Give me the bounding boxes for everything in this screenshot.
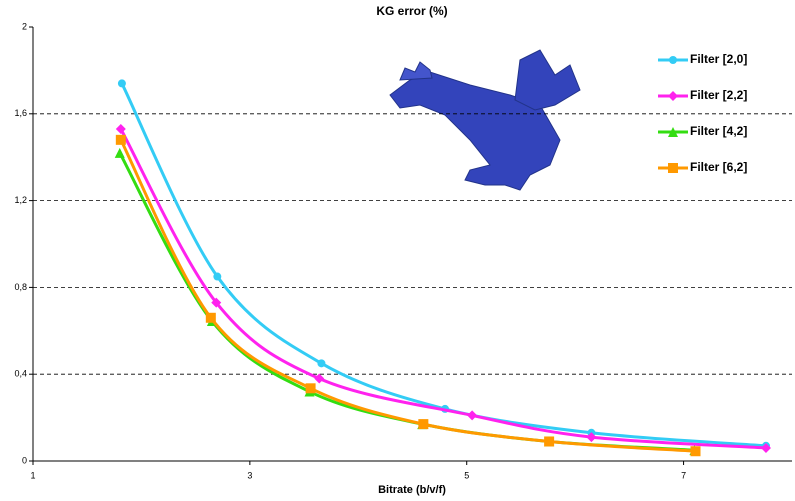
y-tick-label: 1,2 — [14, 195, 27, 205]
data-point — [317, 359, 326, 368]
series-line — [120, 82, 767, 448]
legend-marker — [668, 91, 678, 101]
data-point — [117, 79, 126, 88]
x-tick-label: 3 — [247, 470, 252, 480]
y-tick-label: 0 — [22, 455, 27, 465]
legend-label: Filter [2,2] — [690, 88, 747, 102]
data-point — [115, 123, 126, 134]
data-point — [467, 410, 478, 421]
y-tick-label: 1,6 — [14, 108, 27, 118]
legend-label: Filter [2,0] — [690, 52, 747, 66]
data-point — [314, 373, 325, 384]
data-point — [114, 147, 125, 158]
data-point — [115, 134, 126, 145]
series-line — [119, 139, 696, 453]
x-tick-label: 5 — [464, 470, 469, 480]
rooster-illustration — [389, 49, 581, 191]
legend-marker — [668, 127, 678, 137]
data-point — [586, 432, 597, 443]
x-axis-label: Bitrate (b/v/f) — [378, 484, 446, 496]
series-line — [119, 128, 767, 450]
data-point — [305, 383, 316, 394]
y-tick-label: 0,4 — [14, 369, 27, 379]
data-point — [690, 446, 701, 457]
data-point — [544, 436, 555, 447]
data-point — [760, 442, 771, 453]
legend-marker — [669, 56, 677, 64]
legend-marker — [668, 163, 678, 173]
x-tick-label: 7 — [681, 470, 686, 480]
chart-title: KG error (%) — [376, 4, 447, 18]
y-tick-label: 2 — [22, 21, 27, 31]
data-point — [211, 297, 222, 308]
data-point — [213, 272, 222, 281]
x-tick-label: 1 — [30, 470, 35, 480]
y-tick-label: 0,8 — [14, 282, 27, 292]
data-point — [418, 419, 429, 430]
legend-label: Filter [4,2] — [690, 124, 747, 138]
legend-label: Filter [6,2] — [690, 160, 747, 174]
data-point — [205, 312, 216, 323]
series-line — [118, 152, 695, 452]
